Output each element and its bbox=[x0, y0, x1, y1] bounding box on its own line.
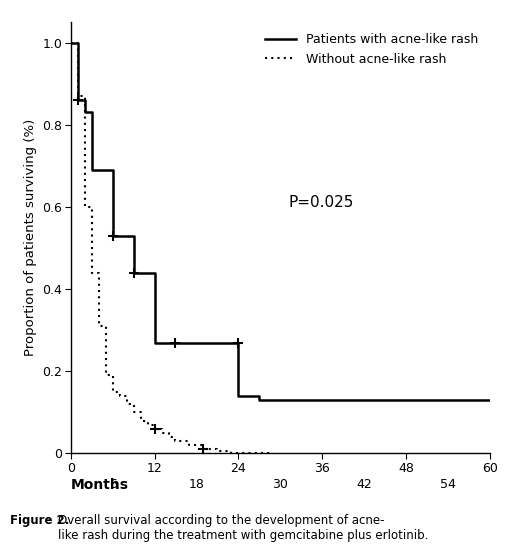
Text: 54: 54 bbox=[440, 478, 456, 492]
Text: 30: 30 bbox=[272, 478, 288, 492]
Text: 6: 6 bbox=[109, 478, 117, 492]
Text: Figure 2.: Figure 2. bbox=[10, 514, 70, 528]
Text: Overall survival according to the development of acne-
like rash during the trea: Overall survival according to the develo… bbox=[58, 514, 428, 542]
Text: 18: 18 bbox=[188, 478, 205, 492]
Text: P=0.025: P=0.025 bbox=[289, 195, 354, 210]
Y-axis label: Proportion of patients surviving (%): Proportion of patients surviving (%) bbox=[24, 119, 37, 357]
Legend: Patients with acne-like rash, Without acne-like rash: Patients with acne-like rash, Without ac… bbox=[260, 28, 484, 71]
Text: Months: Months bbox=[71, 478, 129, 492]
Text: 42: 42 bbox=[356, 478, 372, 492]
